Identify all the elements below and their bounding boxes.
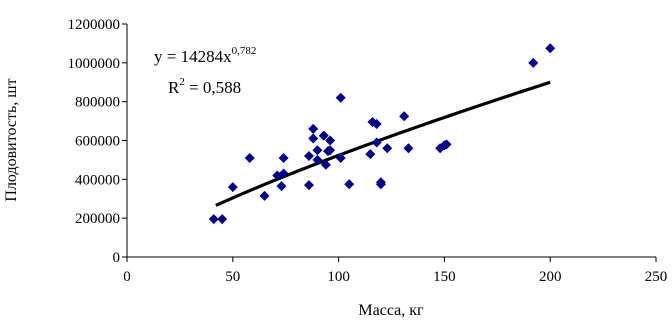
data-point <box>276 181 287 192</box>
y-tick-label: 200000 <box>75 211 120 227</box>
data-point <box>308 133 319 144</box>
y-tick-label: 400000 <box>75 172 120 188</box>
x-tick-label: 200 <box>539 269 562 285</box>
data-point <box>312 154 323 165</box>
data-point <box>375 177 386 188</box>
trend-line <box>215 80 551 207</box>
axes: 0 50 100 150 200 250 0 200000 400000 600000 80000… <box>68 17 668 285</box>
data-point <box>325 145 336 156</box>
data-point <box>318 130 329 141</box>
r-squared-line: R2 = 0,588 <box>168 76 241 97</box>
data-point <box>308 123 319 134</box>
data-point <box>278 152 289 163</box>
data-point <box>227 182 238 193</box>
trend-equation: y = 14284x0,782 R2 = 0,588 <box>154 45 256 97</box>
data-point <box>320 159 331 170</box>
data-point <box>303 151 314 162</box>
data-point <box>312 145 323 156</box>
data-point <box>217 214 228 225</box>
data-point <box>441 139 452 150</box>
data-point <box>403 143 414 154</box>
data-point <box>335 92 346 103</box>
x-tick-label: 250 <box>645 269 668 285</box>
y-ticks: 0 200000 400000 600000 800000 1000000 1200000 <box>68 17 127 266</box>
equation-exponent: 0,782 <box>232 45 257 57</box>
data-point <box>545 43 556 54</box>
data-point <box>303 180 314 191</box>
r-squared-exponent: 2 <box>179 76 185 88</box>
y-tick-label: 600000 <box>75 134 120 150</box>
data-point <box>344 179 355 190</box>
y-axis-title: Плодовитость, шт <box>3 78 20 201</box>
data-point <box>278 168 289 179</box>
x-tick-label: 150 <box>433 269 456 285</box>
data-point <box>244 152 255 163</box>
data-point <box>399 111 410 122</box>
data-point <box>325 135 336 146</box>
equation-line: y = 14284x0,782 <box>154 45 256 66</box>
r-squared-value: = 0,588 <box>185 78 241 97</box>
x-tick-label: 0 <box>123 269 131 285</box>
y-tick-label: 800000 <box>75 95 120 111</box>
x-ticks: 0 50 100 150 200 250 <box>123 257 667 285</box>
data-point <box>371 137 382 148</box>
data-point <box>259 190 270 201</box>
data-point <box>371 118 382 129</box>
equation-prefix: y = 14284x <box>154 47 232 66</box>
data-point <box>208 214 219 225</box>
data-point <box>365 149 376 160</box>
data-point <box>335 152 346 163</box>
data-point <box>382 143 393 154</box>
r-squared-prefix: R <box>168 78 180 97</box>
data-points <box>208 43 556 225</box>
x-tick-label: 100 <box>327 269 350 285</box>
data-point <box>528 57 539 68</box>
x-axis-title: Масса, кг <box>358 302 424 319</box>
y-tick-label: 1000000 <box>68 56 121 72</box>
y-tick-label: 0 <box>113 250 121 266</box>
x-tick-label: 50 <box>225 269 240 285</box>
y-tick-label: 1200000 <box>68 17 121 33</box>
